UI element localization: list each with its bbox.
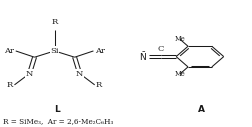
Text: A: A xyxy=(198,105,205,114)
Text: N: N xyxy=(76,70,83,78)
Text: R = SiMe₃,  Ar = 2,6-Me₂C₆H₃: R = SiMe₃, Ar = 2,6-Me₂C₆H₃ xyxy=(3,117,114,125)
Text: Si: Si xyxy=(50,47,59,55)
Text: L: L xyxy=(54,105,60,114)
Text: Ar: Ar xyxy=(5,47,14,55)
Text: R: R xyxy=(96,81,102,89)
Text: N: N xyxy=(26,70,33,78)
Text: Me: Me xyxy=(174,35,185,43)
Text: Ar: Ar xyxy=(95,47,105,55)
Text: R: R xyxy=(51,18,58,26)
Text: Me: Me xyxy=(174,70,185,78)
Text: $\bar{\mathrm{N}}$: $\bar{\mathrm{N}}$ xyxy=(139,50,147,63)
Text: C: C xyxy=(158,45,164,53)
Text: R: R xyxy=(7,81,13,89)
